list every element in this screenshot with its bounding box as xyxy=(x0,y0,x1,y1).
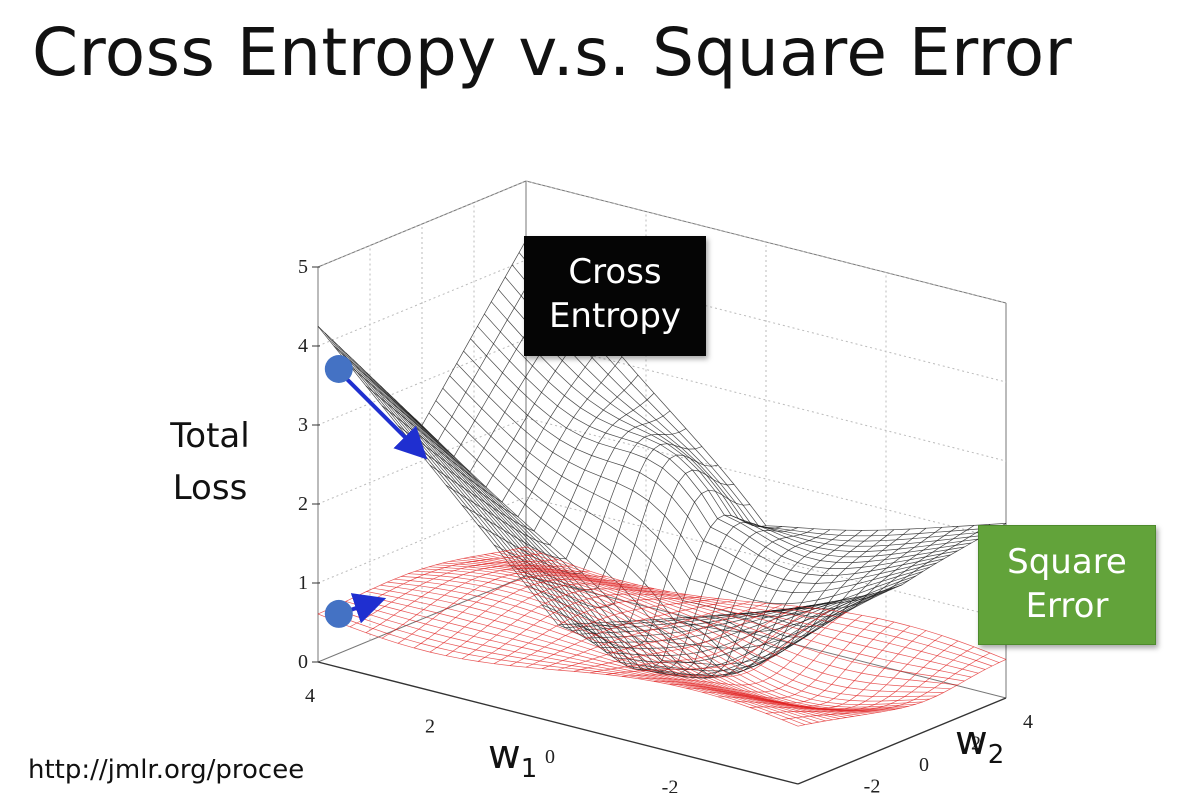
se-mesh-col xyxy=(317,613,799,727)
ce-mesh-col xyxy=(463,350,944,584)
x-tick-label: 0 xyxy=(545,746,555,768)
se-mesh-col xyxy=(484,554,965,682)
ce-mesh-col xyxy=(421,425,903,665)
legend-word: Square xyxy=(1007,542,1127,582)
ce-mesh-col xyxy=(331,339,812,632)
se-mesh-col xyxy=(456,559,937,698)
se-mesh-col xyxy=(525,546,1007,660)
ce-mesh-col xyxy=(380,385,861,671)
ce-mesh-col xyxy=(352,359,833,643)
legend-word: Cross xyxy=(568,252,662,292)
se-mesh-col xyxy=(463,557,944,693)
se-mesh-col xyxy=(415,570,896,711)
grid-lines xyxy=(317,180,1007,668)
se-gradient-arrow xyxy=(350,593,387,624)
y-tick-label: -2 xyxy=(864,776,881,793)
ce-mesh-row xyxy=(397,337,607,503)
ce-mesh-row xyxy=(461,410,671,560)
source-url[interactable]: http://jmlr.org/procee xyxy=(28,755,305,785)
se-mesh-col xyxy=(498,551,979,674)
se-mesh-col xyxy=(359,594,840,719)
ce-mesh-col xyxy=(407,411,889,676)
se-mesh-col xyxy=(477,555,958,686)
y-tick-label: 2 xyxy=(971,733,981,755)
ce-mesh-col xyxy=(477,326,958,569)
se-mesh-col xyxy=(511,549,993,667)
se-mesh-col xyxy=(505,550,986,670)
legend-cross-entropy: Cross Entropy xyxy=(524,236,706,356)
se-mesh-col xyxy=(324,610,806,726)
ce-mesh-col xyxy=(470,338,951,576)
z-tick-label: 3 xyxy=(298,414,308,436)
mesh-square-error xyxy=(317,546,1007,727)
ce-mesh-row xyxy=(413,356,623,518)
se-mesh-col xyxy=(442,562,923,706)
box-edge xyxy=(525,180,1007,304)
ce-mesh-col xyxy=(491,301,972,558)
ce-mesh-col xyxy=(373,378,854,664)
z-tick-label: 1 xyxy=(298,572,308,594)
ce-mesh-row xyxy=(429,374,639,532)
x-axis-line xyxy=(317,661,799,785)
se-mesh-col xyxy=(352,597,833,721)
se-mesh-col xyxy=(518,548,1000,663)
x-axis-label: w1 xyxy=(488,732,537,784)
ce-mesh-col xyxy=(345,352,826,639)
x-tick-label: -2 xyxy=(662,777,679,793)
z-axis-label: Total Loss xyxy=(170,416,250,508)
ce-mesh-col xyxy=(456,363,937,593)
se-mesh-col xyxy=(366,591,847,718)
se-mesh-col xyxy=(470,556,951,690)
se-mesh-col xyxy=(435,564,916,708)
ce-gradient-arrow xyxy=(345,377,428,460)
se-mesh-col xyxy=(338,604,819,723)
ce-mesh-col xyxy=(484,313,965,563)
x-axis-label-main: w xyxy=(488,732,521,778)
z-tick-label: 2 xyxy=(298,493,308,515)
ce-mesh-col xyxy=(511,264,993,542)
ce-mesh-col xyxy=(449,375,930,605)
se-marker xyxy=(324,599,353,628)
z-tick-label: 4 xyxy=(298,335,308,357)
y-tick-label: 0 xyxy=(919,754,929,776)
y-tick-label: 4 xyxy=(1023,711,1033,733)
y-axis-label-sub: 2 xyxy=(987,740,1005,770)
z-tick-label: 5 xyxy=(298,256,308,278)
se-mesh-col xyxy=(373,587,854,717)
z-tick-label: 0 xyxy=(298,651,308,673)
legend-word: Error xyxy=(1025,586,1109,626)
se-mesh-col xyxy=(331,607,813,724)
y-axis-line xyxy=(797,697,1007,785)
x-tick-label: 4 xyxy=(305,685,315,707)
se-mesh-row xyxy=(765,646,975,714)
se-mesh-col xyxy=(449,560,930,702)
gradient-markers xyxy=(324,355,428,628)
box-edge xyxy=(317,180,527,268)
ce-mesh-col xyxy=(366,372,847,656)
legend-square-error: Square Error xyxy=(978,525,1156,645)
ce-mesh-col xyxy=(428,412,910,649)
se-mesh-col xyxy=(491,553,972,678)
ce-mesh-row xyxy=(701,528,911,649)
se-mesh-col xyxy=(428,566,909,710)
ce-mesh-col xyxy=(498,289,979,552)
x-axis-label-sub: 1 xyxy=(520,754,538,784)
legend-word: Entropy xyxy=(548,296,682,336)
se-mesh-col xyxy=(345,601,826,722)
ce-mesh-row xyxy=(333,259,543,442)
y-axis-label-main: w xyxy=(955,718,988,764)
se-mesh-col xyxy=(421,568,903,710)
slide-title: Cross Entropy v.s. Square Error xyxy=(32,14,1073,91)
ce-mesh-col xyxy=(400,405,882,679)
ce-mesh-col xyxy=(504,276,986,547)
ce-mesh-col xyxy=(435,400,917,633)
ce-mesh-col xyxy=(394,398,875,679)
y-axis-label: w2 xyxy=(955,718,1004,770)
x-tick-label: 2 xyxy=(425,716,435,738)
se-mesh-col xyxy=(401,576,882,713)
ce-mesh-col xyxy=(442,387,923,618)
ce-marker xyxy=(324,355,353,383)
